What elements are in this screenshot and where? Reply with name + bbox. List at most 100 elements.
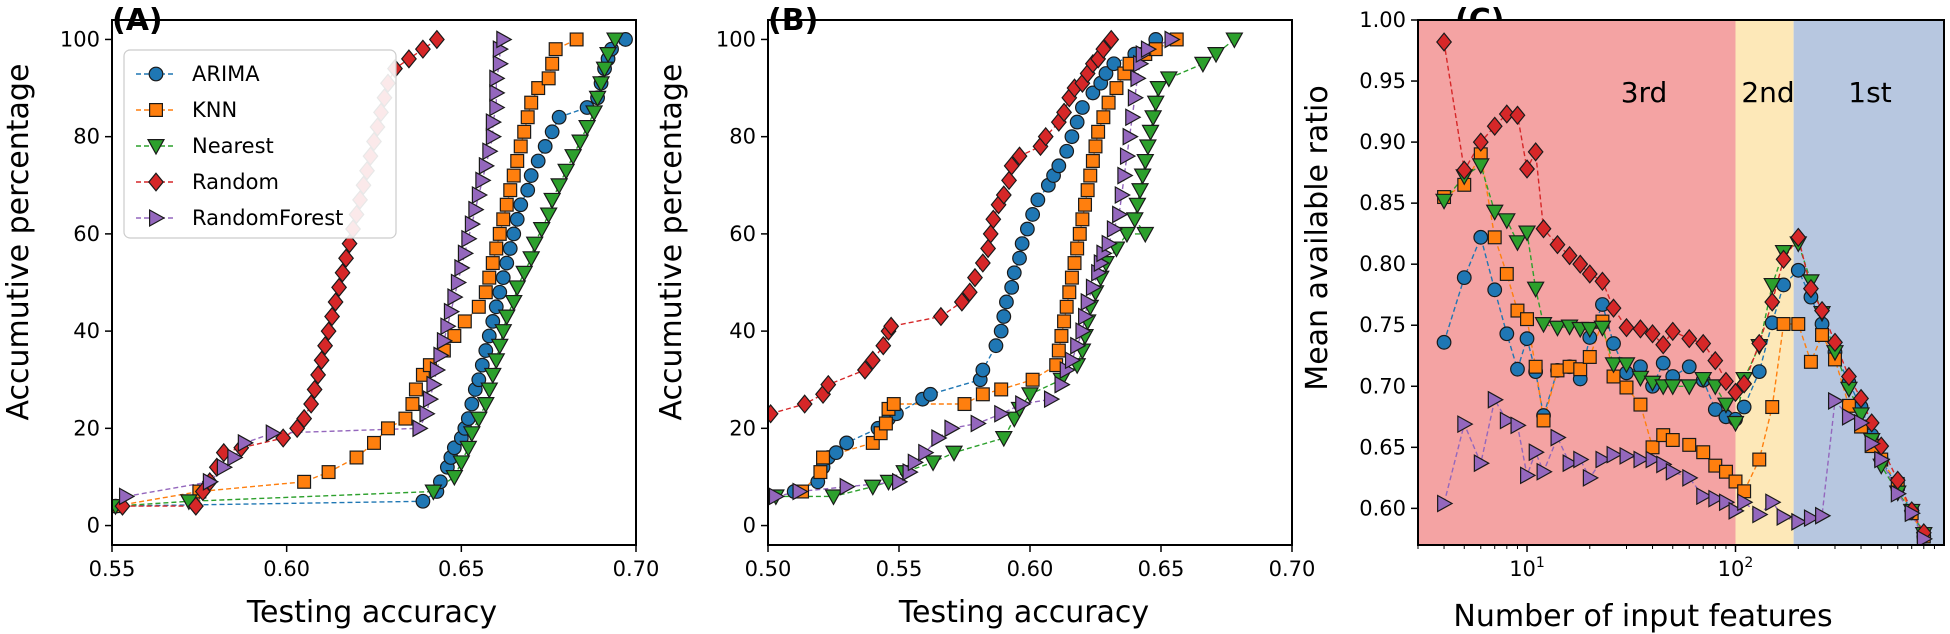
point-knn (1536, 413, 1551, 428)
point-random (1790, 227, 1807, 248)
point-randomforest (492, 54, 509, 73)
point-nearest (1604, 357, 1623, 374)
y-tick-label: 0.80 (1359, 252, 1406, 276)
y-tick-label: 100 (60, 27, 100, 51)
point-nearest (1435, 193, 1454, 210)
point-arima (996, 309, 1012, 324)
point-randomforest (1125, 108, 1142, 127)
point-randomforest (1520, 466, 1537, 485)
point-knn (1085, 153, 1100, 168)
y-tick-label: 1.00 (1359, 8, 1406, 32)
point-nearest (1193, 56, 1212, 73)
point-random (1632, 319, 1649, 339)
point-nearest (863, 479, 882, 496)
point-random (1695, 333, 1712, 354)
point-randomforest (1075, 322, 1092, 341)
legend: ARIMA KNN Nearest Random RandomForest (123, 49, 397, 239)
point-random (324, 306, 341, 327)
point-arima (1681, 359, 1697, 375)
legend-marker-arima (148, 66, 164, 82)
x-tick-label: 0.50 (745, 557, 792, 581)
point-knn (1550, 363, 1565, 378)
point-nearest (585, 105, 604, 122)
point-knn (492, 226, 507, 241)
point-knn (380, 421, 395, 436)
point-random (1707, 350, 1724, 371)
point-knn (1051, 343, 1066, 358)
point-randomforest (839, 477, 856, 496)
point-random (1549, 234, 1566, 255)
x-tick-label: 0.55 (876, 557, 923, 581)
point-random (114, 496, 131, 516)
point-knn (975, 387, 990, 402)
y-tick-label: 0.75 (1359, 313, 1406, 337)
panel-c-ylabel: Mean available ratio (1300, 85, 1335, 390)
point-randomforest (489, 83, 506, 102)
point-random (875, 335, 892, 356)
point-arima (1519, 331, 1535, 347)
point-randomforest (419, 404, 436, 423)
point-arima (506, 226, 522, 242)
point-randomforest (1595, 450, 1612, 469)
y-tick-label: 0 (87, 514, 100, 538)
series-line-nearest (775, 38, 1235, 498)
point-randomforest (478, 156, 496, 175)
point-nearest (1580, 321, 1599, 339)
point-nearest (522, 251, 541, 268)
point-random (1827, 332, 1843, 353)
point-nearest (508, 280, 527, 297)
point-knn (813, 465, 828, 480)
point-randomforest (468, 200, 485, 219)
point-nearest (452, 455, 471, 472)
point-nearest (606, 32, 625, 49)
point-random (334, 263, 351, 283)
panel-a: (A) Testing accuracy Accumutive percenta… (1, 3, 659, 630)
point-nearest (824, 489, 843, 506)
point-knn (367, 435, 382, 450)
point-knn (1070, 241, 1085, 256)
point-random (1618, 317, 1635, 338)
point-random (1056, 102, 1073, 123)
legend-label-nearest: Nearest (192, 134, 274, 158)
point-randomforest (429, 360, 447, 380)
point-random (1644, 324, 1661, 344)
point-randomforest (994, 404, 1011, 423)
point-random (961, 282, 978, 302)
point-random (820, 374, 837, 395)
point-nearest (1517, 225, 1537, 242)
y-tick-label: 0.90 (1359, 130, 1406, 154)
point-randomforest (768, 487, 786, 506)
point-randomforest (792, 482, 809, 501)
point-nearest (1125, 212, 1144, 229)
point-randomforest (1473, 454, 1490, 473)
point-randomforest (496, 30, 513, 49)
point-randomforest (1573, 450, 1590, 469)
point-randomforest (1728, 501, 1745, 520)
legend-marker-randomforest (149, 208, 166, 228)
point-nearest (476, 397, 495, 414)
point-arima (551, 109, 567, 125)
point-random (980, 238, 997, 259)
panel-c-xlabel: Number of input features (1453, 599, 1832, 634)
panel-a-ylabel: Accumutive percentage (1, 64, 36, 421)
point-randomforest (1815, 506, 1832, 525)
x-tick-label: 101 (1509, 555, 1545, 581)
point-randomforest (1122, 127, 1139, 146)
point-randomforest (237, 433, 254, 452)
x-tick-exponent: 2 (1744, 555, 1753, 571)
legend-marker-random (148, 172, 164, 192)
x-tick-label: 0.60 (1007, 557, 1054, 581)
point-knn (1696, 445, 1711, 460)
point-knn (994, 382, 1009, 397)
point-arima (839, 435, 854, 451)
point-random (331, 277, 348, 298)
point-nearest (483, 367, 502, 385)
y-tick-label: 100 (716, 27, 756, 51)
point-randomforest (433, 346, 450, 365)
point-random (1853, 388, 1870, 409)
point-knn (545, 56, 560, 71)
point-arima (1074, 100, 1090, 115)
point-randomforest (1854, 413, 1871, 432)
point-nearest (1706, 379, 1725, 396)
point-nearest (1508, 235, 1527, 252)
